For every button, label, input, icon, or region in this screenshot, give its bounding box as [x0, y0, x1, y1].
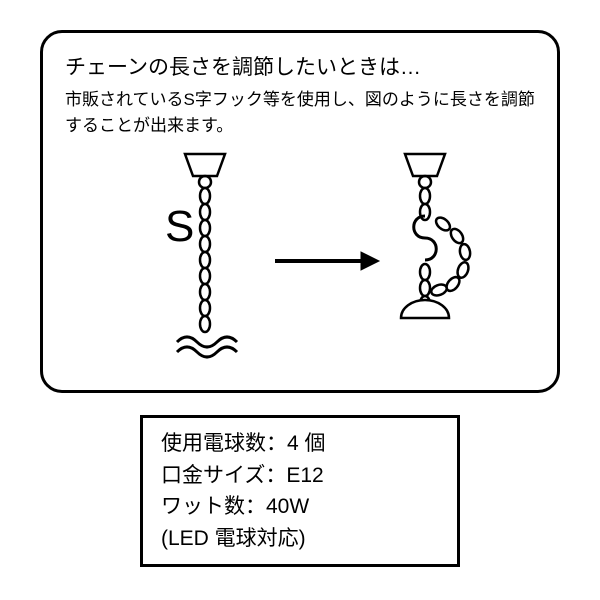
instruction-title: チェーンの長さを調節したいときは…	[65, 51, 535, 81]
arrow-icon	[275, 252, 379, 270]
instruction-subtitle: 市販されているS字フック等を使用し、図のように長さを調節することが出来ます。	[65, 87, 535, 138]
right-fixture	[401, 154, 471, 318]
left-fixture	[177, 154, 237, 357]
spec-wattage: ワット数：40W	[161, 491, 439, 523]
spec-led-note: (LED 電球対応)	[161, 523, 439, 555]
instruction-box: チェーンの長さを調節したいときは… 市販されているS字フック等を使用し、図のよう…	[40, 30, 560, 393]
spec-socket-size: 口金サイズ：E12	[161, 460, 439, 492]
spec-bulb-count: 使用電球数：4 個	[161, 428, 439, 460]
diagram-svg: S	[65, 146, 535, 376]
s-hook-label: S	[165, 202, 194, 251]
chain-diagram: S	[65, 146, 535, 376]
page-root: チェーンの長さを調節したいときは… 市販されているS字フック等を使用し、図のよう…	[0, 0, 600, 600]
spec-box: 使用電球数：4 個 口金サイズ：E12 ワット数：40W (LED 電球対応)	[140, 415, 460, 567]
